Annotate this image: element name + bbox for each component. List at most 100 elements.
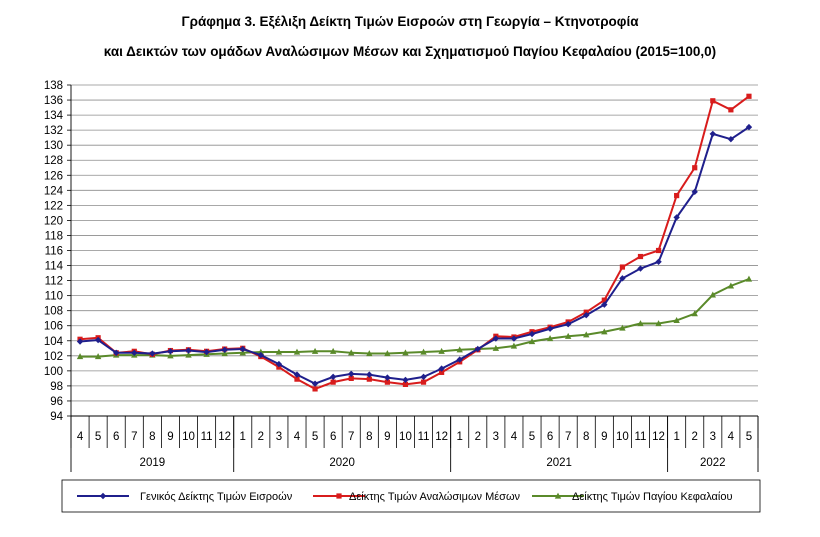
x-month-label: 2	[475, 431, 481, 443]
x-month-label: 4	[77, 431, 84, 443]
x-month-label: 4	[511, 431, 518, 443]
x-month-label: 3	[710, 431, 716, 443]
x-year-label: 2020	[329, 457, 355, 469]
data-point	[185, 347, 192, 354]
x-month-label: 11	[418, 431, 430, 443]
data-point	[275, 360, 283, 368]
x-month-label: 11	[201, 431, 213, 443]
data-point	[745, 123, 753, 131]
data-point	[384, 350, 391, 357]
legend-marker	[99, 492, 107, 500]
data-point	[619, 264, 626, 270]
data-point	[366, 376, 372, 382]
chart-title: Γράφημα 3. Εξέλιξη Δείκτη Τιμών Εισροών …	[181, 14, 639, 29]
data-point	[293, 348, 301, 355]
y-tick-label: 126	[44, 170, 63, 182]
data-point	[583, 331, 590, 338]
data-point	[257, 348, 265, 355]
legend-marker	[336, 493, 342, 499]
x-month-label: 12	[435, 431, 448, 443]
data-point	[94, 353, 102, 360]
y-tick-label: 104	[44, 336, 64, 348]
data-point	[402, 376, 409, 384]
y-tick-label: 122	[44, 200, 63, 212]
y-tick-label: 96	[50, 396, 63, 408]
y-tick-label: 112	[45, 276, 63, 288]
x-month-label: 7	[565, 431, 571, 443]
series-line	[79, 95, 750, 391]
y-tick-label: 94	[50, 411, 63, 423]
data-point	[745, 275, 753, 282]
data-point	[275, 348, 283, 355]
data-point	[366, 350, 373, 357]
x-month-label: 7	[348, 431, 354, 443]
x-month-label: 6	[113, 431, 119, 443]
data-point	[655, 247, 662, 254]
data-point	[673, 214, 680, 221]
x-month-label: 5	[529, 431, 535, 443]
data-point	[474, 345, 481, 353]
x-month-label: 3	[276, 431, 282, 443]
grid-lines	[71, 84, 758, 417]
data-point	[312, 386, 318, 392]
legend: Γενικός Δείκτης Τιμών Εισροών Δείκτης Τιμ…	[61, 479, 761, 513]
data-point	[239, 349, 246, 356]
legend-label: Δείκτης Τιμών Παγίου Κεφαλαίου	[572, 491, 733, 503]
data-point	[710, 98, 716, 104]
data-point	[76, 353, 84, 360]
x-axis: 4 5 6 7 8 9 10 11 12 1 2 3 4 5 6 7 8 9 10 11 12 1 2 3 4 5 6 7 8 9 10 11…	[70, 415, 759, 472]
data-point	[239, 345, 246, 353]
data-point	[510, 335, 518, 342]
data-point	[420, 379, 427, 385]
data-point	[348, 370, 355, 378]
chart-subtitle: και Δεικτών των ομάδων Αναλώσιμων Μέσων …	[103, 44, 717, 59]
data-point	[637, 253, 644, 260]
x-month-label: 6	[330, 431, 336, 443]
series-1	[76, 123, 753, 387]
data-point	[203, 348, 210, 356]
y-tick-label: 102	[44, 351, 63, 363]
x-month-label: 6	[547, 431, 553, 443]
data-point	[601, 328, 608, 335]
data-point	[546, 335, 554, 342]
x-month-label: 9	[601, 431, 607, 443]
data-point	[619, 275, 626, 282]
legend-marker	[554, 492, 562, 499]
data-point	[528, 338, 536, 345]
data-point	[528, 330, 536, 338]
data-point	[402, 381, 409, 388]
x-month-label: 8	[583, 431, 589, 443]
x-month-label: 10	[616, 431, 629, 443]
data-point	[131, 349, 138, 357]
data-point	[637, 265, 644, 272]
data-point	[221, 350, 228, 357]
x-month-label: 11	[635, 431, 647, 443]
data-point	[167, 352, 174, 359]
y-tick-label: 132	[44, 125, 63, 137]
data-point	[348, 375, 354, 381]
data-point	[655, 320, 662, 327]
x-month-label: 2	[258, 431, 264, 443]
series-2	[77, 93, 752, 392]
y-tick-label: 116	[45, 246, 63, 258]
series-lines	[76, 93, 753, 392]
data-point	[167, 348, 174, 355]
y-tick-label: 138	[44, 80, 63, 92]
data-point	[293, 371, 301, 378]
data-point	[330, 379, 336, 385]
data-point	[510, 342, 518, 349]
legend-label: Δείκτης Τιμών Αναλώσιμων Μέσων	[349, 491, 521, 503]
y-tick-label: 124	[44, 185, 64, 197]
data-point	[402, 349, 409, 356]
legend-box	[61, 479, 761, 513]
x-month-label: 5	[746, 431, 752, 443]
data-point	[601, 297, 607, 303]
y-tick-label: 108	[44, 306, 63, 318]
data-point	[221, 346, 228, 353]
x-month-label: 12	[652, 431, 665, 443]
data-point	[619, 324, 626, 331]
x-month-label: 10	[399, 431, 412, 443]
x-month-label: 1	[240, 431, 246, 443]
data-point	[294, 376, 300, 382]
x-year-label: 2021	[546, 457, 572, 469]
